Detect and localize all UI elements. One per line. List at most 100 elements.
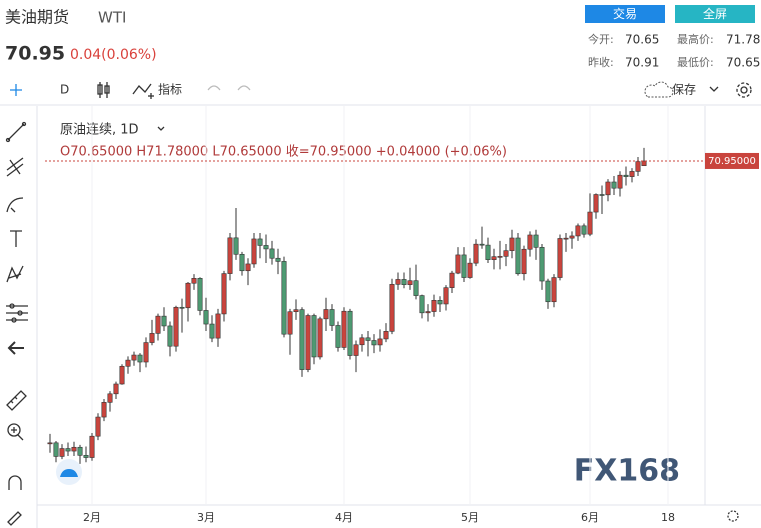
undo-redo[interactable]	[207, 85, 251, 91]
candle-body	[395, 279, 401, 285]
stat-value: 70.65	[726, 56, 760, 70]
candle-body	[437, 300, 443, 305]
candle-body	[167, 325, 173, 347]
candle-body	[515, 237, 521, 275]
candle-body	[317, 318, 323, 358]
candle-body	[329, 309, 335, 326]
candle-body	[539, 247, 545, 282]
save-menu-icon[interactable]	[709, 86, 719, 92]
candle-body	[305, 315, 311, 370]
candle-body	[137, 354, 143, 363]
title-menu-icon[interactable]	[157, 126, 165, 131]
last-price: 70.95	[5, 43, 65, 65]
candle-body	[113, 383, 119, 395]
candle-body	[485, 244, 491, 260]
instrument-name: 美油期货	[5, 8, 69, 27]
candle-body	[83, 455, 89, 458]
candle-body	[131, 354, 137, 361]
x-tick-label: 3月	[197, 511, 215, 524]
candle-body	[227, 237, 233, 274]
candle-body	[611, 181, 617, 189]
candle-body	[365, 337, 371, 341]
candle-body	[89, 435, 95, 458]
stat-value: 71.78	[726, 33, 760, 47]
x-tick-label: 4月	[335, 511, 353, 524]
candle-body	[293, 309, 299, 313]
settings-icon-core	[740, 86, 748, 94]
candle-body	[545, 280, 551, 303]
stat-label: 昨收:	[588, 55, 614, 69]
candle-body	[239, 253, 245, 272]
candle-body	[161, 315, 167, 327]
candle-body	[125, 359, 131, 367]
candle-body	[47, 442, 53, 445]
drawing-tools[interactable]	[5, 84, 28, 526]
indicator-icon[interactable]	[132, 83, 154, 99]
fullscreen-button-label[interactable]: 全屏	[703, 6, 727, 21]
candle-body	[281, 261, 287, 335]
candle-body	[263, 245, 269, 250]
ohlc-legend: O70.65000 H71.78000 L70.65000 收=70.95000…	[60, 145, 507, 160]
logo-badge	[56, 459, 82, 485]
candle-body	[275, 257, 281, 262]
candle-body	[467, 262, 473, 278]
candle-body	[95, 416, 101, 437]
price-change: 0.04(0.06%)	[70, 47, 157, 63]
candle-body	[527, 234, 533, 250]
candle-body	[251, 238, 257, 265]
x-tick-label: 18	[661, 511, 675, 524]
candle-body	[557, 238, 563, 278]
indicator-button[interactable]: 指标	[158, 82, 182, 97]
save-button[interactable]: 保存	[672, 83, 696, 97]
candle-body	[629, 171, 635, 177]
candle-body	[341, 310, 347, 348]
fullscreen-button[interactable]	[675, 5, 755, 23]
candle-body	[551, 277, 557, 303]
candle-body	[311, 315, 317, 358]
candle-body	[419, 295, 425, 314]
stat-value: 70.91	[625, 56, 659, 70]
candle-body	[203, 310, 209, 325]
price-label-box	[705, 152, 759, 169]
candle-body	[401, 279, 407, 285]
candle-body	[287, 311, 293, 335]
axis-settings-icon[interactable]	[727, 510, 739, 522]
x-tick-label: 2月	[83, 511, 101, 524]
candle-body	[119, 365, 125, 385]
candle-body	[587, 211, 593, 235]
watermark: FX168	[574, 454, 680, 489]
chart-title: 原油连续, 1D	[60, 122, 139, 138]
instrument-code: WTI	[98, 9, 126, 27]
stat-label: 最低价:	[677, 56, 714, 69]
candle-body	[149, 333, 155, 343]
candle-body	[359, 337, 365, 346]
settings-icon[interactable]	[736, 82, 752, 98]
candle-body	[407, 280, 413, 285]
candle-body	[335, 325, 341, 348]
candle-body	[425, 311, 431, 314]
trade-button-label[interactable]: 交易	[613, 6, 637, 21]
chart-type-icon[interactable]	[97, 82, 110, 98]
candle-body	[197, 278, 203, 311]
candle-body	[173, 306, 179, 347]
x-tick-label: 6月	[581, 511, 599, 524]
candle-body	[635, 161, 641, 172]
candle-body	[389, 284, 395, 332]
candle-body	[353, 344, 359, 356]
candle-body	[533, 234, 539, 248]
interval-button[interactable]: D	[60, 83, 69, 97]
candle-body	[455, 254, 461, 274]
candle-body	[431, 300, 437, 312]
trade-button[interactable]	[585, 5, 665, 23]
candle-body	[107, 393, 113, 403]
candle-body	[497, 256, 503, 258]
candle-body	[617, 174, 623, 189]
candle-body	[269, 248, 275, 259]
candle-body	[473, 243, 479, 264]
candle-body	[143, 342, 149, 363]
candle-body	[347, 310, 353, 356]
candle-body	[65, 448, 71, 452]
candle-body	[383, 331, 389, 340]
candle-body	[599, 194, 605, 196]
candle-body	[71, 446, 77, 452]
